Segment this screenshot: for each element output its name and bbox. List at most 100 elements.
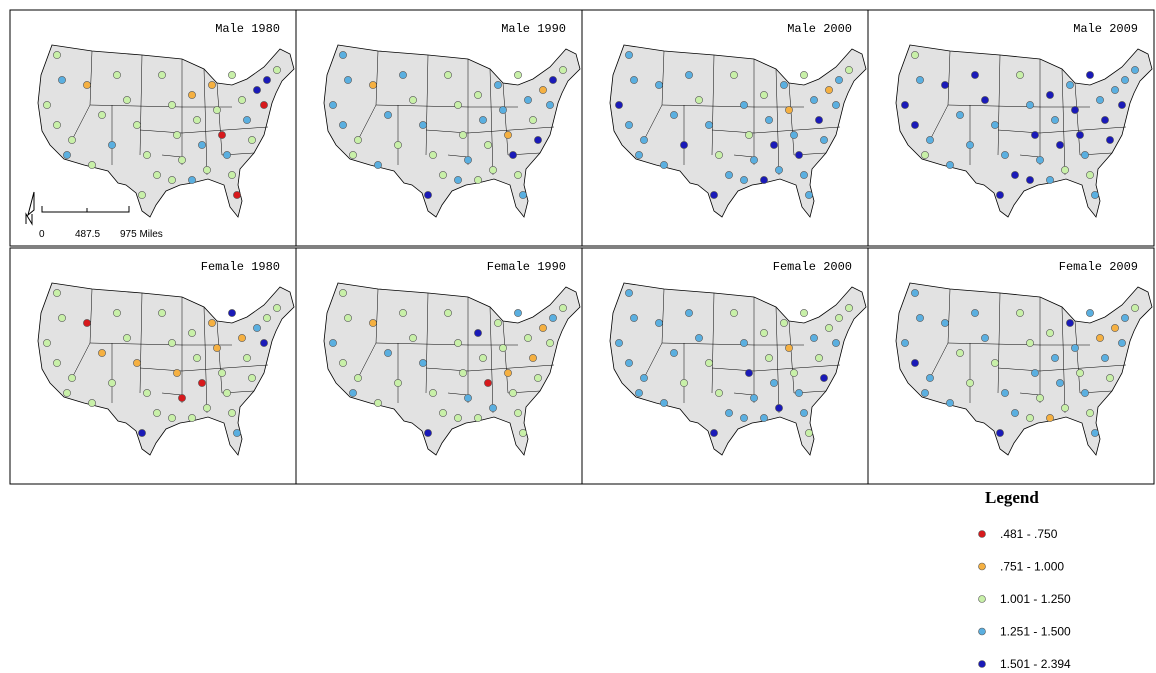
city-dot <box>715 389 723 397</box>
city-dot <box>218 131 226 139</box>
city-dot <box>529 116 537 124</box>
city-dot <box>263 76 271 84</box>
city-dot <box>760 329 768 337</box>
panel-title: Female 1990 <box>487 260 566 274</box>
city-dot <box>740 339 748 347</box>
city-dot <box>1036 156 1044 164</box>
city-dot <box>685 309 693 317</box>
city-dot <box>524 334 532 342</box>
city-dot <box>901 101 909 109</box>
city-dot <box>133 121 141 129</box>
city-dot <box>123 334 131 342</box>
city-dot <box>514 309 522 317</box>
city-dot <box>956 349 964 357</box>
city-dot <box>489 404 497 412</box>
legend-swatch <box>978 660 986 668</box>
city-dot <box>1091 429 1099 437</box>
city-dot <box>1016 71 1024 79</box>
city-dot <box>635 151 643 159</box>
city-dot <box>514 171 522 179</box>
legend-label: .751 - 1.000 <box>1000 560 1064 574</box>
panel-title: Female 2009 <box>1059 260 1138 274</box>
city-dot <box>479 116 487 124</box>
city-dot <box>153 409 161 417</box>
city-dot <box>825 324 833 332</box>
city-dot <box>519 429 527 437</box>
legend-swatch <box>978 530 986 538</box>
legend-swatch <box>978 627 986 636</box>
city-dot <box>941 319 949 327</box>
city-dot <box>832 101 840 109</box>
city-dot <box>1031 369 1039 377</box>
city-dot <box>534 136 542 144</box>
city-dot <box>1086 71 1094 79</box>
city-dot <box>760 176 768 184</box>
city-dot <box>464 394 472 402</box>
city-dot <box>710 191 718 199</box>
city-dot <box>349 389 357 397</box>
city-dot <box>138 429 146 437</box>
city-dot <box>369 319 377 327</box>
city-dot <box>1106 374 1114 382</box>
city-dot <box>800 171 808 179</box>
city-dot <box>399 309 407 317</box>
city-dot <box>820 374 828 382</box>
city-dot <box>1118 101 1126 109</box>
city-dot <box>1011 171 1019 179</box>
city-dot <box>941 81 949 89</box>
city-dot <box>514 71 522 79</box>
city-dot <box>444 309 452 317</box>
city-dot <box>1061 404 1069 412</box>
city-dot <box>53 51 61 59</box>
city-dot <box>329 101 337 109</box>
city-dot <box>1026 101 1034 109</box>
city-dot <box>1101 354 1109 362</box>
city-dot <box>740 176 748 184</box>
city-dot <box>108 379 116 387</box>
city-dot <box>640 136 648 144</box>
map-panel: Male 2000 <box>581 9 869 247</box>
city-dot <box>845 304 853 312</box>
city-dot <box>921 389 929 397</box>
city-dot <box>173 369 181 377</box>
city-dot <box>695 96 703 104</box>
city-dot <box>188 414 196 422</box>
city-dot <box>1086 171 1094 179</box>
city-dot <box>499 106 507 114</box>
city-dot <box>901 339 909 347</box>
city-dot <box>534 374 542 382</box>
panel-title: Male 2009 <box>1073 22 1138 36</box>
city-dot <box>725 409 733 417</box>
city-dot <box>454 339 462 347</box>
city-dot <box>1121 76 1129 84</box>
city-dot <box>765 354 773 362</box>
city-dot <box>409 96 417 104</box>
city-dot <box>198 141 206 149</box>
city-dot <box>260 339 268 347</box>
city-dot <box>248 136 256 144</box>
map-panel: Female 1980 <box>9 247 297 485</box>
city-dot <box>173 131 181 139</box>
city-dot <box>273 66 281 74</box>
city-dot <box>1106 136 1114 144</box>
city-dot <box>253 86 261 94</box>
city-dot <box>1121 314 1129 322</box>
city-dot <box>58 314 66 322</box>
city-dot <box>1081 151 1089 159</box>
city-dot <box>971 71 979 79</box>
city-dot <box>349 151 357 159</box>
city-dot <box>138 191 146 199</box>
city-dot <box>1016 309 1024 317</box>
city-dot <box>193 116 201 124</box>
city-dot <box>394 141 402 149</box>
city-dot <box>991 359 999 367</box>
city-dot <box>459 131 467 139</box>
city-dot <box>384 349 392 357</box>
city-dot <box>1101 116 1109 124</box>
city-dot <box>248 374 256 382</box>
city-dot <box>260 101 268 109</box>
city-dot <box>233 429 241 437</box>
city-dot <box>68 374 76 382</box>
city-dot <box>1096 334 1104 342</box>
city-dot <box>966 141 974 149</box>
